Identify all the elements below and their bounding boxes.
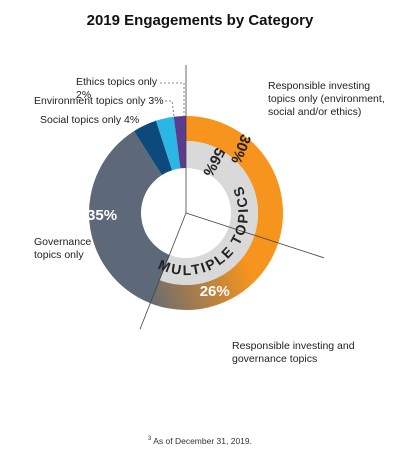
- donut-segment: [173, 116, 186, 169]
- category-name: Environment topics only: [34, 95, 146, 107]
- value-label: 3%: [148, 95, 164, 107]
- inner-ring: [159, 141, 258, 285]
- category-name: Ethics topics only: [76, 76, 158, 88]
- chart-title: 2019 Engagements by Category: [86, 12, 314, 29]
- category-label: Governance topics only: [34, 236, 114, 262]
- value-label: 4%: [124, 114, 140, 126]
- category-name: Social topics only: [40, 114, 122, 126]
- category-label: Environment topics only 3%: [34, 95, 174, 108]
- category-label: Ethics topics only 2%: [76, 76, 166, 102]
- category-label: Responsible investing and governance top…: [232, 340, 362, 366]
- footnote-marker: 3: [147, 436, 152, 443]
- category-label: Social topics only 4%: [40, 114, 160, 127]
- donut-segment: [134, 120, 173, 176]
- separator: [139, 212, 187, 330]
- footnote-text: As of December 31, 2019.: [153, 436, 252, 446]
- category-name: Responsible investing and governance top…: [232, 340, 355, 365]
- category-label: Responsible investing topics only (envir…: [268, 80, 398, 119]
- value-label: 35%: [87, 207, 117, 224]
- footnote: 3 As of December 31, 2019.: [0, 436, 400, 446]
- category-name: Responsible investing topics only (envir…: [268, 80, 385, 118]
- value-label: 26%: [200, 283, 230, 300]
- donut-segment: [88, 131, 170, 304]
- donut-segment: [150, 235, 279, 310]
- donut-segment: [156, 116, 181, 171]
- category-name: Governance topics only: [34, 236, 92, 261]
- value-label: 2%: [76, 89, 92, 101]
- separator: [185, 212, 325, 259]
- donut-segment: [186, 116, 283, 243]
